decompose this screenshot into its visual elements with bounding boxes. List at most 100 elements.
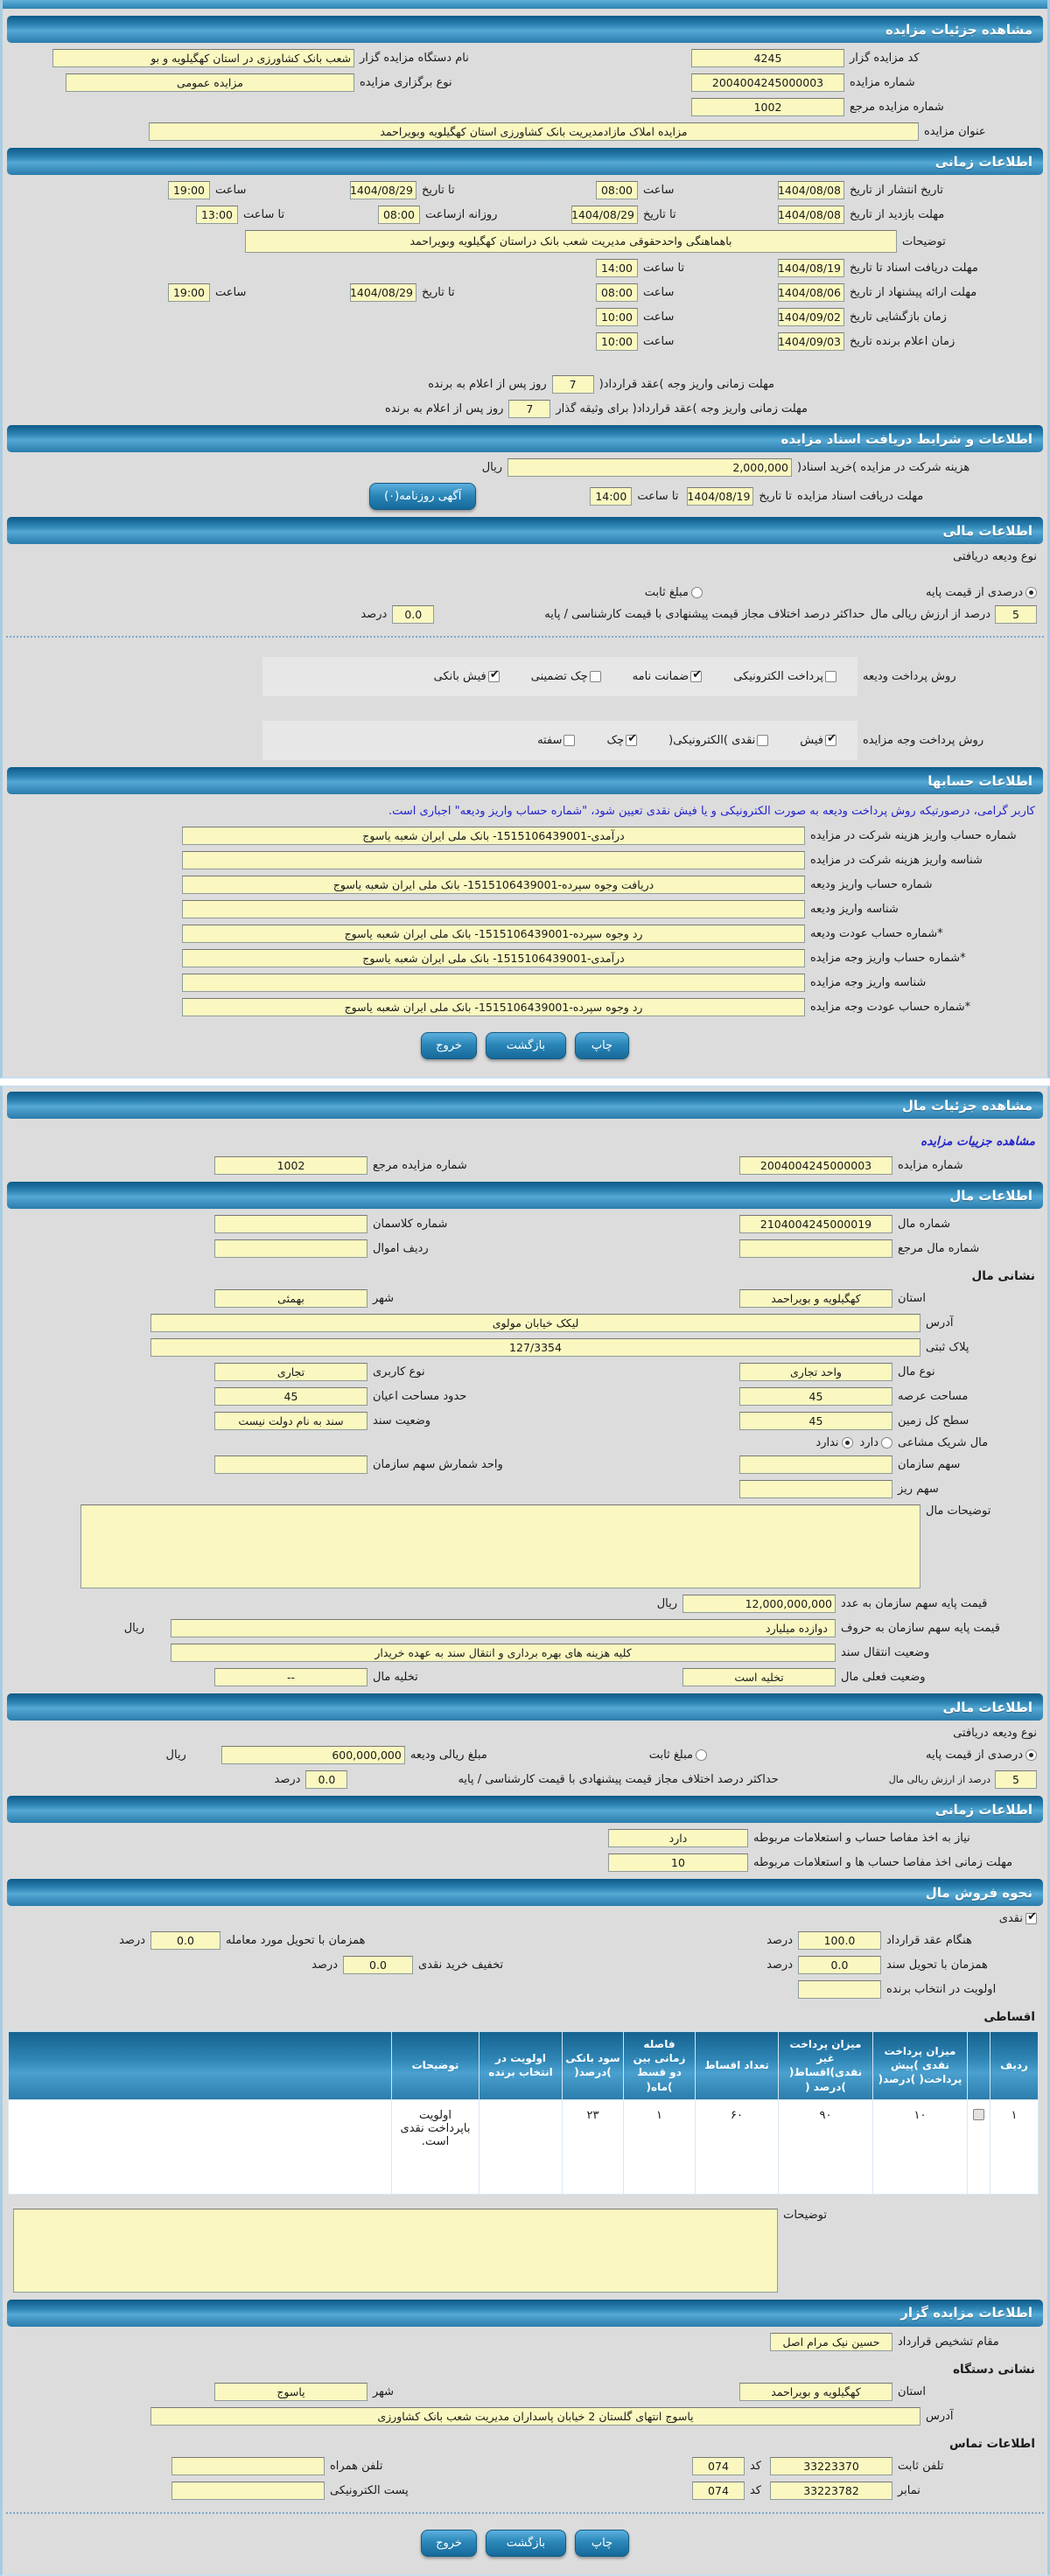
ref-no-field[interactable]: 1002 xyxy=(691,98,844,116)
sale-notes-field[interactable] xyxy=(13,2208,779,2293)
asset-address-field[interactable]: لیکک خیابان مولوی xyxy=(150,1314,920,1332)
pay-deadline1-field[interactable]: 7 xyxy=(551,375,594,394)
partner-yes-radio[interactable] xyxy=(881,1437,892,1449)
cash-sale-option[interactable]: نقدی xyxy=(999,1910,1037,1925)
publish-hour-field[interactable]: 08:00 xyxy=(596,181,638,199)
transfer-status-field[interactable]: کلیه هزینه های بهره برداری و انتقال سند … xyxy=(171,1644,836,1662)
opening-date-field[interactable]: 1404/09/02 xyxy=(778,308,844,326)
print-button[interactable]: چاپ xyxy=(574,1032,629,1059)
phone-code-field[interactable]: 074 xyxy=(691,2456,745,2475)
cash-electronic-checkbox[interactable] xyxy=(757,735,769,746)
bank-slip-option[interactable]: فیش بانکی xyxy=(434,668,500,683)
visit-daily-to-field[interactable]: 13:00 xyxy=(196,206,238,224)
print-button-2[interactable]: چاپ xyxy=(574,2529,629,2557)
fax-field[interactable]: 33223782 xyxy=(770,2481,892,2500)
publish-to-date-field[interactable]: 1404/08/29 xyxy=(350,181,416,199)
check-option[interactable]: چک xyxy=(606,732,638,747)
docs-deadline-hour-field[interactable]: 14:00 xyxy=(596,259,638,277)
holder-province-field[interactable]: کهگیلویه و بویراحمد xyxy=(739,2382,892,2401)
bank-slip-checkbox[interactable] xyxy=(487,668,500,682)
newspaper-ad-button[interactable]: آگهی روزنامه(۰) xyxy=(369,483,477,510)
deed-status-field[interactable]: سند به نام دولت نیست xyxy=(214,1412,368,1430)
auctioneer-code-field[interactable]: 4245 xyxy=(691,49,844,67)
electronic-payment-checkbox[interactable] xyxy=(825,671,836,682)
pay-deadline2-field[interactable]: 7 xyxy=(508,400,551,418)
offer-to-hour-field[interactable]: 19:00 xyxy=(168,283,210,302)
percent-value-field[interactable]: 5 xyxy=(995,605,1037,624)
contract-authority-field[interactable]: حسین نیک مرام اصل xyxy=(770,2332,892,2351)
asset-ref-field[interactable] xyxy=(739,1239,892,1258)
guarantee-option[interactable]: ضمانت نامه xyxy=(633,668,703,683)
asset-percent-value-field[interactable]: 5 xyxy=(995,1770,1037,1789)
percent-of-base-radio[interactable] xyxy=(1026,587,1037,598)
certified-check-option[interactable]: چک تضمینی xyxy=(531,670,601,683)
sub-share-field[interactable] xyxy=(739,1480,892,1498)
delivery-payment-field[interactable]: 0.0 xyxy=(150,1931,220,1950)
asset-auction-no-field[interactable]: 2004004245000003 xyxy=(739,1156,892,1175)
clearance-days-field[interactable]: 10 xyxy=(608,1853,748,1872)
asset-province-field[interactable]: کهگیلویه و بویراحمد xyxy=(739,1289,892,1308)
asset-row-field[interactable] xyxy=(214,1239,368,1258)
visit-from-date-field[interactable]: 1404/08/08 xyxy=(778,206,844,224)
cash-electronic-option[interactable]: نقدی )الکترونیکی( xyxy=(668,734,769,747)
percent-of-base-option[interactable]: درصدی از قیمت پایه xyxy=(926,586,1037,599)
total-land-field[interactable]: 45 xyxy=(739,1412,892,1430)
email-field[interactable] xyxy=(171,2481,325,2500)
time-notes-field[interactable]: باهماهنگی واحدحقوقی مدیریت شعب بانک دراس… xyxy=(245,230,897,253)
plate-field[interactable]: 127/3354 xyxy=(150,1338,920,1357)
deposit-return-account-field[interactable]: رد وجوه سپرده-1515106439001- بانک ملی ای… xyxy=(182,925,805,943)
guarantee-checkbox[interactable] xyxy=(690,668,703,682)
asset-notes-field[interactable] xyxy=(80,1504,920,1588)
slip-option[interactable]: فیش xyxy=(800,732,836,747)
deposit-account-field[interactable]: دریافت وجوه سپرده-1515106439001- بانک مل… xyxy=(182,876,805,894)
clearance-field[interactable]: دارد xyxy=(608,1829,748,1847)
max-diff-field[interactable]: 0.0 xyxy=(392,605,435,624)
fee-deposit-id-field[interactable] xyxy=(182,851,805,869)
fax-code-field[interactable]: 074 xyxy=(691,2481,745,2500)
hold-type-field[interactable]: مزایده عمومی xyxy=(66,73,354,92)
auction-return-account-field[interactable]: رد وجوه سپرده-1515106439001- بانک ملی ای… xyxy=(182,998,805,1016)
partner-no-option[interactable]: ندارد xyxy=(816,1436,853,1449)
holder-city-field[interactable]: یاسوج xyxy=(214,2382,368,2401)
winner-date-field[interactable]: 1404/09/03 xyxy=(778,332,844,351)
building-area-field[interactable]: 45 xyxy=(214,1387,368,1406)
holder-address-field[interactable]: یاسوج انتهای گلستان 2 خیابان پاسداران مد… xyxy=(150,2406,920,2426)
exit-button-2[interactable]: خروج xyxy=(421,2529,477,2557)
classman-field[interactable] xyxy=(214,1215,368,1233)
exit-button[interactable]: خروج xyxy=(421,1032,477,1059)
contract-payment-field[interactable]: 100.0 xyxy=(798,1931,881,1950)
share-unit-field[interactable] xyxy=(214,1456,368,1474)
publish-from-date-field[interactable]: 1404/08/08 xyxy=(778,181,844,199)
partner-no-radio[interactable] xyxy=(841,1437,853,1449)
view-auction-details-link[interactable]: مشاهده جزییات مزایده xyxy=(920,1134,1035,1148)
winner-hour-field[interactable]: 10:00 xyxy=(596,332,638,351)
base-price-words-field[interactable]: دوازده میلیارد xyxy=(171,1619,836,1637)
deposit-id-field[interactable] xyxy=(182,900,805,918)
installment-row-checkbox[interactable] xyxy=(973,2108,984,2120)
org-name-field[interactable]: شعب بانک کشاورزی در استان کهگیلویه و بو xyxy=(52,49,354,67)
opening-hour-field[interactable]: 10:00 xyxy=(596,308,638,326)
asset-fixed-radio[interactable] xyxy=(696,1749,708,1761)
participation-fee-field[interactable]: 2,000,000 xyxy=(508,458,792,477)
asset-percent-option[interactable]: درصدی از قیمت پایه xyxy=(926,1749,1037,1762)
offer-hour-field[interactable]: 08:00 xyxy=(596,283,638,302)
docs-receive-hour-field[interactable]: 14:00 xyxy=(590,487,633,506)
asset-max-diff-field[interactable]: 0.0 xyxy=(305,1770,348,1789)
docs-receive-date-field[interactable]: 1404/08/19 xyxy=(687,487,754,506)
fixed-amount-radio[interactable] xyxy=(691,587,704,598)
offer-from-date-field[interactable]: 1404/08/06 xyxy=(778,283,844,302)
auction-payment-account-field[interactable]: درآمدی-1515106439001- بانک ملی ایران شعب… xyxy=(182,949,805,967)
subject-field[interactable]: مزایده املاک مازادمدیریت بانک کشاورزی اس… xyxy=(149,122,919,141)
visit-to-date-field[interactable]: 1404/08/29 xyxy=(571,206,638,224)
asset-fixed-option[interactable]: مبلغ ثابت xyxy=(649,1749,708,1762)
offer-to-date-field[interactable]: 1404/08/29 xyxy=(350,283,416,302)
evacuation-field[interactable]: -- xyxy=(214,1668,368,1686)
docs-deadline-date-field[interactable]: 1404/08/19 xyxy=(778,259,844,277)
fixed-amount-option[interactable]: مبلغ ثابت xyxy=(645,586,704,599)
fee-deposit-account-field[interactable]: درآمدی-1515106439001- بانک ملی ایران شعب… xyxy=(182,827,805,845)
current-status-field[interactable]: تخلیه است xyxy=(682,1668,836,1686)
cash-discount-field[interactable]: 0.0 xyxy=(343,1956,413,1974)
certified-check-checkbox[interactable] xyxy=(589,671,601,682)
winner-priority-field[interactable] xyxy=(798,1980,881,1999)
promissory-checkbox[interactable] xyxy=(564,735,576,746)
